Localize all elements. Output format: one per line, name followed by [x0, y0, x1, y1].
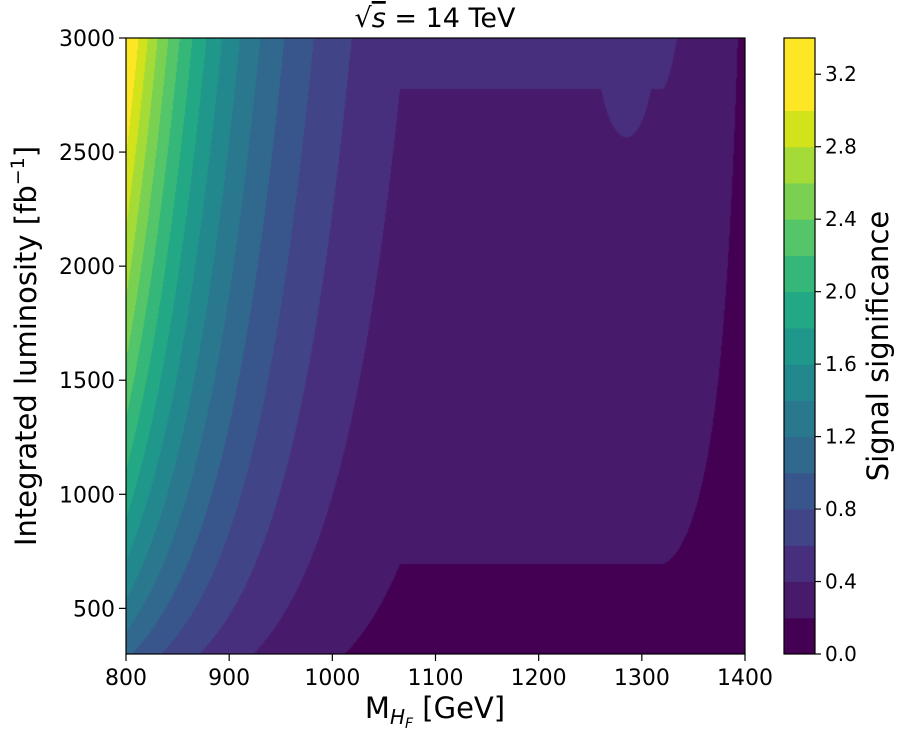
x-tick-label: 1200	[511, 666, 567, 691]
x-label-sub-f: F	[405, 716, 414, 732]
x-tick-label: 1000	[304, 666, 360, 691]
y-tick-label: 2500	[59, 141, 115, 166]
colorbar-segment	[784, 74, 815, 111]
x-label-unit: [GeV]	[413, 691, 505, 725]
colorbar-tick-label: 0.0	[825, 642, 857, 666]
y-tick-label: 1500	[59, 369, 115, 394]
y-tick-label: 3000	[59, 27, 115, 52]
plot-area	[125, 37, 746, 655]
colorbar-segment	[784, 182, 815, 220]
colorbar-tick-label: 2.0	[825, 280, 857, 304]
x-label-mass: M	[365, 691, 390, 725]
colorbar-frame	[783, 37, 816, 655]
colorbar-tick-label: 1.2	[825, 425, 857, 449]
y-label-end: ]	[9, 146, 43, 157]
x-axis-label: MHF [GeV]	[365, 691, 505, 732]
x-label-sub-h: H	[390, 705, 405, 729]
colorbar-segment	[784, 219, 815, 256]
y-axis: 500 1000 1500 2000 2500 3000	[59, 27, 126, 622]
colorbar-segment	[784, 400, 815, 438]
colorbar-tick-label: 0.4	[825, 570, 857, 594]
colorbar-tick-label: 1.6	[825, 352, 857, 376]
x-axis: 800 900 1000 1100 1200 1300 1400	[105, 654, 773, 691]
colorbar: 0.0 0.4 0.8 1.2 1.6 2.0 2.4 2.8 3.2	[783, 37, 857, 666]
colorbar-segment	[784, 146, 815, 184]
y-tick-label: 1000	[59, 483, 115, 508]
y-tick-label: 2000	[59, 255, 115, 280]
title-energy: = 14 TeV	[386, 3, 516, 34]
colorbar-segment	[784, 545, 815, 583]
chart-title: √s = 14 TeV	[354, 3, 516, 34]
colorbar-segment	[784, 436, 815, 474]
colorbar-segment	[784, 110, 815, 148]
colorbar-tick-label: 2.8	[825, 135, 857, 159]
colorbar-segment	[784, 255, 815, 293]
colorbar-segment	[784, 38, 815, 75]
significance-contour-fill	[126, 38, 745, 654]
title-s-symbol: s	[372, 3, 386, 34]
x-tick-label: 1400	[717, 666, 773, 691]
x-tick-label: 1300	[614, 666, 670, 691]
y-tick-label: 500	[73, 597, 115, 622]
y-label-main: Integrated luminosity [fb	[9, 185, 43, 546]
y-label-superscript: −1	[7, 157, 29, 185]
colorbar-tick-label: 2.4	[825, 207, 857, 231]
x-tick-label: 1100	[408, 666, 464, 691]
y-axis-label: Integrated luminosity [fb−1]	[7, 146, 43, 546]
colorbar-label: Signal significance	[861, 211, 895, 481]
colorbar-segment	[784, 327, 815, 365]
colorbar-segment	[784, 581, 815, 619]
colorbar-tick-label: 0.8	[825, 497, 857, 521]
x-tick-label: 900	[208, 666, 250, 691]
colorbar-segment	[784, 617, 815, 655]
colorbar-segment	[784, 472, 815, 510]
title-sqrt-sign: √	[354, 3, 372, 34]
colorbar-tick-label: 3.2	[825, 62, 857, 86]
colorbar-segment	[784, 291, 815, 329]
x-tick-label: 800	[105, 666, 147, 691]
colorbar-segment	[784, 509, 815, 546]
colorbar-segment	[784, 364, 815, 401]
